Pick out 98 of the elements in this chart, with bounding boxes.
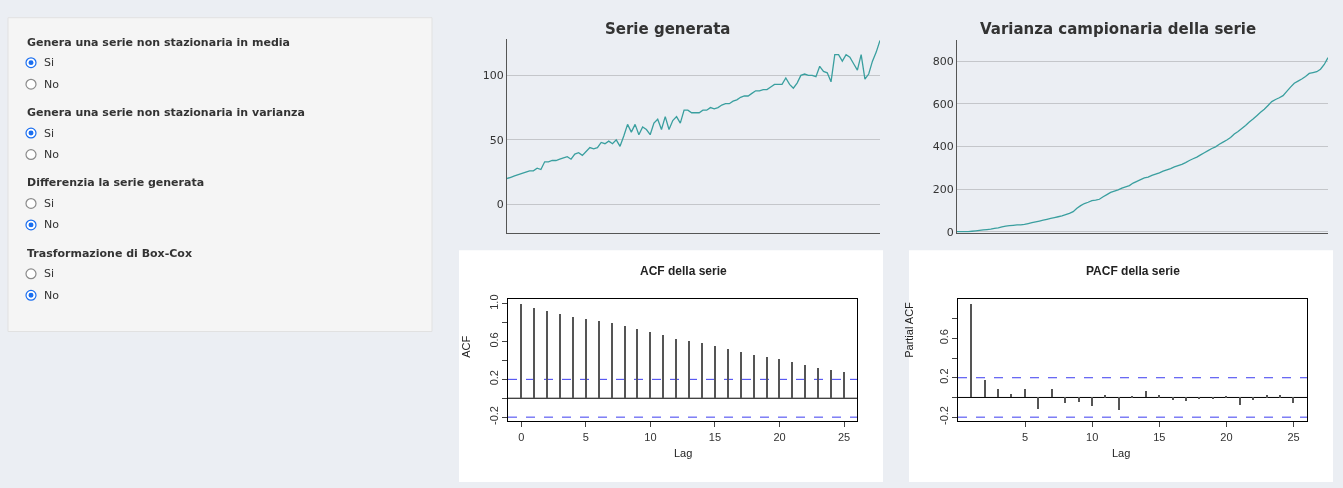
bar xyxy=(830,370,832,399)
y-tick-label: 600 xyxy=(932,97,954,111)
line-series xyxy=(507,39,880,180)
text: Si xyxy=(44,267,55,280)
y-tick-label: 100 xyxy=(482,69,504,83)
y-tick-label: 0.6 xyxy=(487,332,500,348)
bar xyxy=(1145,391,1147,398)
bar xyxy=(662,335,664,399)
bar xyxy=(546,311,548,399)
bar xyxy=(1104,395,1106,399)
y-tick-label: 0 xyxy=(496,198,504,212)
y-tick-label: -0.2 xyxy=(487,406,500,425)
x-tick-label: 10 xyxy=(1086,430,1099,443)
bar xyxy=(970,304,972,398)
text: Si xyxy=(44,56,55,69)
bar xyxy=(611,323,613,399)
y-tick-label: 400 xyxy=(932,140,954,154)
bar xyxy=(520,304,522,399)
y-tick-label: 0.2 xyxy=(937,368,950,384)
bar xyxy=(753,355,755,399)
bar xyxy=(1010,394,1012,398)
bar xyxy=(1252,397,1254,401)
y-tick-label: -0.2 xyxy=(937,406,950,425)
chart-title: Varianza campionaria della serie xyxy=(980,20,1257,38)
bar xyxy=(624,326,626,399)
text: Si xyxy=(44,197,55,210)
text: No xyxy=(44,218,60,231)
text: No xyxy=(44,289,60,302)
bar xyxy=(1118,397,1120,411)
bar xyxy=(1078,397,1080,403)
y-tick-label: 0.2 xyxy=(487,370,500,386)
y-tick-label: 0.6 xyxy=(937,329,950,345)
bar xyxy=(559,314,561,399)
x-tick-label: 15 xyxy=(708,430,722,443)
chart-title: Serie generata xyxy=(605,20,731,38)
bar xyxy=(585,319,587,399)
x-tick-label: 20 xyxy=(773,430,786,443)
y-tick-label: 0 xyxy=(946,225,954,239)
bar xyxy=(1239,397,1241,406)
x-tick-label: 5 xyxy=(1021,430,1029,443)
bar xyxy=(984,380,986,398)
y-tick-label: 1.0 xyxy=(487,294,500,310)
chart-title: ACF della serie xyxy=(640,264,728,278)
bar xyxy=(1131,396,1133,399)
bar xyxy=(1225,396,1227,399)
text: Differenzia la serie generata xyxy=(27,176,205,189)
bar xyxy=(817,368,819,399)
bar xyxy=(791,362,793,399)
bar xyxy=(1212,397,1214,400)
bar xyxy=(997,389,999,398)
text: Trasformazione di Box-Cox xyxy=(27,247,192,260)
bar xyxy=(1051,389,1053,398)
x-tick-label: 15 xyxy=(1153,430,1166,443)
bar xyxy=(572,317,574,399)
text: No xyxy=(44,78,60,91)
bar xyxy=(533,308,535,399)
x-tick-label: 25 xyxy=(1287,430,1300,443)
bar xyxy=(1158,395,1160,399)
x-tick-label: 20 xyxy=(1220,430,1233,443)
bar xyxy=(740,352,742,399)
bar xyxy=(766,357,768,399)
y-tick-label: 50 xyxy=(489,133,504,147)
chart-title: PACF della serie xyxy=(1086,264,1181,278)
x-axis-title: Lag xyxy=(1112,447,1131,459)
bar xyxy=(701,343,703,399)
bar xyxy=(675,339,677,399)
bar xyxy=(727,349,729,399)
bar xyxy=(1185,397,1187,402)
bar xyxy=(1292,397,1294,404)
bar xyxy=(1064,397,1066,404)
bar xyxy=(1172,397,1174,401)
bar xyxy=(778,359,780,399)
bar xyxy=(688,341,690,399)
bar xyxy=(1198,397,1200,400)
bar xyxy=(804,365,806,399)
text: No xyxy=(44,148,60,161)
y-tick-label: 200 xyxy=(932,182,954,196)
text: Genera una serie non stazionaria in varianza xyxy=(27,106,305,119)
bar xyxy=(1037,397,1039,410)
x-tick-label: 5 xyxy=(582,430,589,443)
bar xyxy=(1279,395,1281,399)
bar xyxy=(649,332,651,399)
text: Si xyxy=(44,127,55,140)
x-axis-title: Lag xyxy=(674,447,693,459)
text: Genera una serie non stazionaria in media xyxy=(27,36,290,49)
bar xyxy=(636,329,638,399)
bar xyxy=(1024,389,1026,398)
bar xyxy=(843,372,845,399)
x-tick-label: 10 xyxy=(644,430,657,443)
bar xyxy=(714,346,716,399)
bar xyxy=(1091,397,1093,407)
bar xyxy=(598,321,600,399)
x-tick-label: 0 xyxy=(518,430,525,443)
y-tick-label: 800 xyxy=(932,54,954,68)
y-axis-title: ACF xyxy=(460,335,473,358)
bar xyxy=(1266,395,1268,399)
y-axis-title: Partial ACF xyxy=(903,301,916,358)
x-tick-label: 25 xyxy=(837,430,851,443)
